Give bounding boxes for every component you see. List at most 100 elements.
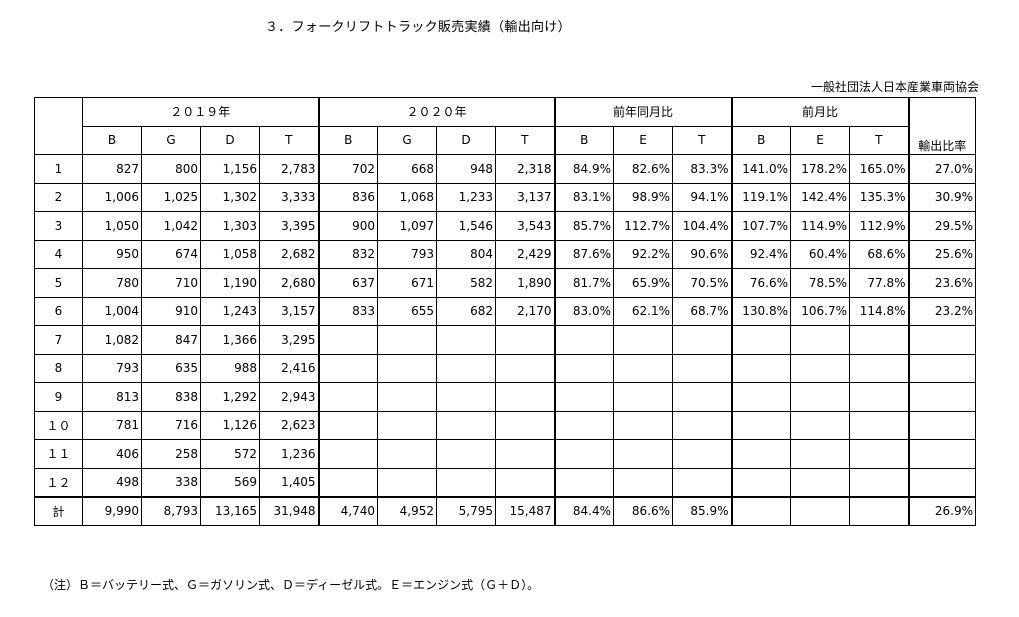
y2019-t-cell: 3,157 xyxy=(259,296,320,326)
y2019-b-cell: 406 xyxy=(82,439,142,469)
y2020-g-cell xyxy=(377,353,437,383)
mom-t-cell xyxy=(849,439,910,469)
y2019-b-cell: 827 xyxy=(82,154,142,184)
y2019-d-cell: 1,190 xyxy=(200,268,260,298)
y2019-g-cell: 838 xyxy=(141,382,201,412)
yoy-e-cell xyxy=(613,325,673,355)
y2019-d-cell: 1,303 xyxy=(200,211,260,241)
y2019-t-cell: 2,783 xyxy=(259,154,320,184)
mom-b-cell xyxy=(730,410,791,440)
sub-header-2019-b: B xyxy=(82,125,142,155)
y2019-b-cell: 793 xyxy=(82,353,142,383)
mom-t-cell: 165.0% xyxy=(849,154,910,184)
table-row: １２ 498 338 569 1,405 xyxy=(34,467,976,497)
document-title: ３．フォークリフトトラック販売実績（輸出向け） xyxy=(265,20,571,35)
y2020-g-cell: 671 xyxy=(377,268,437,298)
yoy-e-cell: 86.6% xyxy=(613,495,673,526)
yoy-b-cell: 81.7% xyxy=(553,268,614,298)
yoy-b-cell xyxy=(553,382,614,412)
table-row: 6 1,004 910 1,243 3,157 833 655 682 2,170 83.0% 62… xyxy=(34,296,976,326)
mom-e-cell: 178.2% xyxy=(790,154,850,184)
yoy-t-cell xyxy=(672,467,733,497)
table-row: 3 1,050 1,042 1,303 3,395 900 1,097 1,546 3,543 8… xyxy=(34,211,976,241)
yoy-b-cell: 84.9% xyxy=(553,154,614,184)
y2019-t-cell: 2,416 xyxy=(259,353,320,383)
mom-e-cell: 142.4% xyxy=(790,182,850,212)
y2019-t-cell: 1,236 xyxy=(259,439,320,469)
mom-b-cell: 76.6% xyxy=(730,268,791,298)
y2019-t-cell: 3,295 xyxy=(259,325,320,355)
footnote: （注）Ｂ＝バッテリー式、Ｇ＝ガソリン式、Ｄ＝ディーゼル式。Ｅ＝エンジン式（Ｇ＋Ｄ… xyxy=(42,578,540,592)
y2020-t-cell xyxy=(495,467,556,497)
table-row: 4 950 674 1,058 2,682 832 793 804 2,429 87.6% 92.2… xyxy=(34,239,976,269)
y2020-d-cell: 1,546 xyxy=(436,211,496,241)
y2019-g-cell: 800 xyxy=(141,154,201,184)
y2020-t-cell: 3,543 xyxy=(495,211,556,241)
y2020-d-cell: 804 xyxy=(436,239,496,269)
y2019-b-cell: 1,006 xyxy=(82,182,142,212)
yoy-b-cell xyxy=(553,410,614,440)
export-ratio-cell xyxy=(907,353,976,383)
yoy-e-cell xyxy=(613,353,673,383)
y2019-b-cell: 813 xyxy=(82,382,142,412)
mom-t-cell xyxy=(849,410,910,440)
y2020-d-cell xyxy=(436,353,496,383)
mom-t-cell xyxy=(849,325,910,355)
y2020-d-cell xyxy=(436,467,496,497)
y2020-b-cell: 637 xyxy=(317,268,378,298)
y2019-g-cell: 847 xyxy=(141,325,201,355)
y2020-d-cell: 948 xyxy=(436,154,496,184)
y2020-d-cell xyxy=(436,439,496,469)
y2020-t-cell: 3,137 xyxy=(495,182,556,212)
mom-e-cell: 78.5% xyxy=(790,268,850,298)
y2020-t-cell xyxy=(495,353,556,383)
y2020-t-cell: 2,170 xyxy=(495,296,556,326)
y2020-t-cell: 15,487 xyxy=(495,495,556,526)
y2020-b-cell xyxy=(317,439,378,469)
y2019-t-cell: 3,333 xyxy=(259,182,320,212)
y2019-d-cell: 1,156 xyxy=(200,154,260,184)
y2020-g-cell: 1,097 xyxy=(377,211,437,241)
y2020-b-cell xyxy=(317,410,378,440)
yoy-e-cell: 65.9% xyxy=(613,268,673,298)
mom-b-cell: 119.1% xyxy=(730,182,791,212)
y2019-t-cell: 1,405 xyxy=(259,467,320,497)
y2019-d-cell: 988 xyxy=(200,353,260,383)
yoy-b-cell xyxy=(553,353,614,383)
group-mom-header: 前月比 xyxy=(730,97,910,127)
header-sub-row: B G D T B G D T B E T B E T xyxy=(35,125,976,155)
group-yoy-header: 前年同月比 xyxy=(553,97,733,127)
mom-e-cell xyxy=(790,495,850,526)
yoy-t-cell xyxy=(672,353,733,383)
month-label-cell: 6 xyxy=(34,296,83,326)
month-label-cell: １２ xyxy=(34,467,83,497)
y2019-b-cell: 780 xyxy=(82,268,142,298)
mom-e-cell: 106.7% xyxy=(790,296,850,326)
mom-b-cell: 92.4% xyxy=(730,239,791,269)
y2020-d-cell: 1,233 xyxy=(436,182,496,212)
month-label-cell: 7 xyxy=(34,325,83,355)
y2020-g-cell xyxy=(377,382,437,412)
mom-e-cell xyxy=(790,353,850,383)
yoy-t-cell xyxy=(672,439,733,469)
mom-e-cell xyxy=(790,467,850,497)
month-label-cell: 9 xyxy=(34,382,83,412)
yoy-t-cell: 68.7% xyxy=(672,296,733,326)
y2019-g-cell: 710 xyxy=(141,268,201,298)
month-label-cell: １１ xyxy=(34,439,83,469)
y2020-t-cell xyxy=(495,382,556,412)
sub-header-2019-d: D xyxy=(200,125,260,155)
month-label-cell: 5 xyxy=(34,268,83,298)
mom-b-cell xyxy=(730,495,791,526)
y2019-g-cell: 716 xyxy=(141,410,201,440)
y2019-g-cell: 258 xyxy=(141,439,201,469)
y2020-t-cell xyxy=(495,325,556,355)
y2019-d-cell: 1,126 xyxy=(200,410,260,440)
mom-t-cell xyxy=(849,495,910,526)
y2020-b-cell: 833 xyxy=(317,296,378,326)
mom-t-cell: 68.6% xyxy=(849,239,910,269)
y2020-b-cell xyxy=(317,467,378,497)
table-row: １１ 406 258 572 1,236 xyxy=(34,439,976,469)
export-ratio-cell xyxy=(907,439,976,469)
yoy-b-cell xyxy=(553,467,614,497)
